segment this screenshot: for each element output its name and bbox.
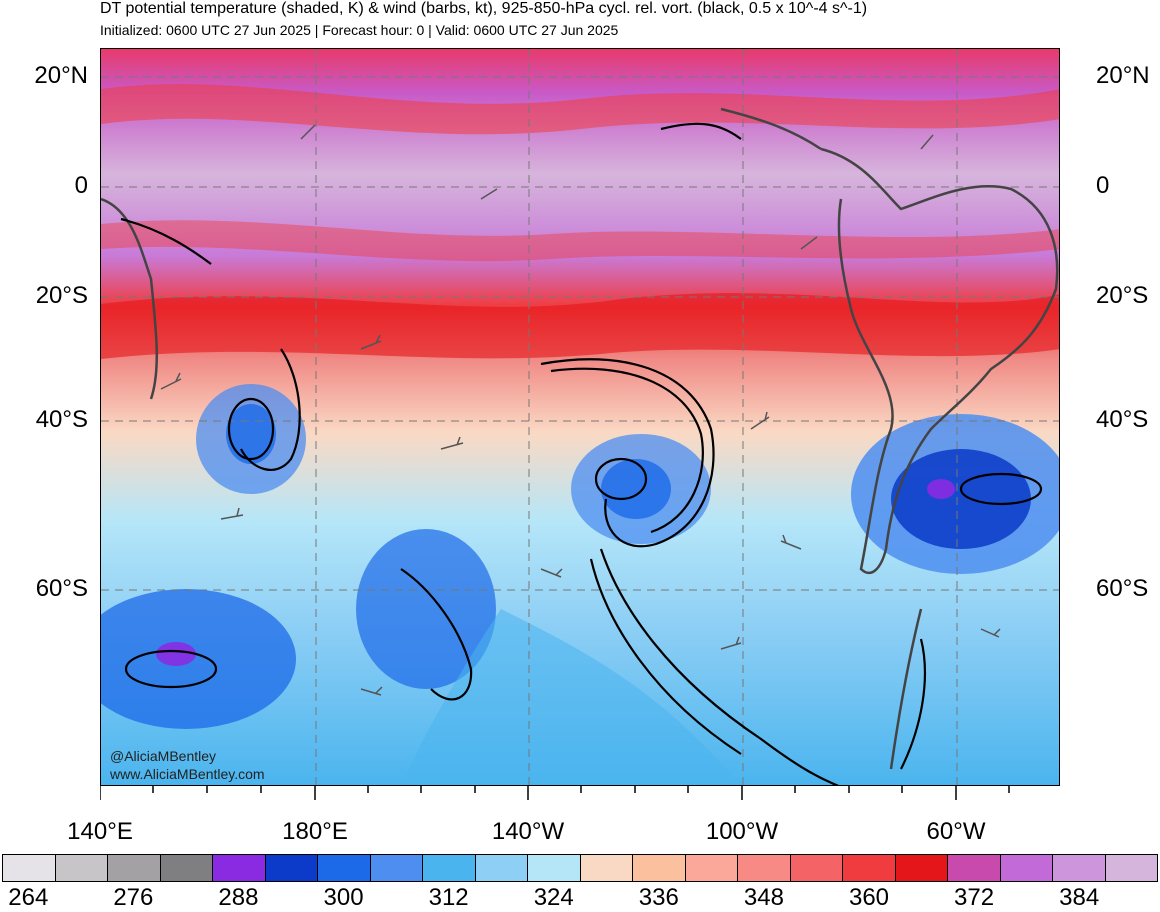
colorbar-label: 384	[1059, 884, 1100, 911]
colorbar-label: 264	[8, 884, 49, 911]
lat-label-right-40s: 40°S	[1096, 406, 1149, 433]
warm-band-north	[101, 84, 1059, 135]
colorbar-swatch	[738, 855, 791, 881]
colorbar-label: 276	[113, 884, 154, 911]
colorbar-swatch	[895, 855, 948, 881]
map-subtitle: Initialized: 0600 UTC 27 Jun 2025 | Fore…	[100, 22, 619, 38]
colorbar-swatch	[1105, 855, 1157, 881]
cold-tongue-south	[401, 609, 740, 785]
lon-label-60w: 60°W	[926, 818, 986, 845]
colorbar-swatch	[790, 855, 843, 881]
colorbar-label: 300	[323, 884, 364, 911]
graticule	[101, 49, 1059, 785]
map-graphic	[101, 49, 1059, 785]
cold-low-southwest	[101, 589, 296, 729]
lon-label-140w: 140°W	[491, 818, 565, 845]
cold-low-central-core	[601, 459, 671, 519]
cold-eddy-west-core	[226, 404, 276, 464]
coastlines	[101, 107, 1059, 770]
lat-label-left-20s: 20°S	[35, 282, 88, 309]
longitude-ticks	[100, 786, 1010, 800]
lat-label-left-60s: 60°S	[35, 575, 88, 602]
cold-low-east-core	[891, 449, 1031, 549]
lat-label-left-0: 0	[74, 172, 88, 199]
colorbar-label: 360	[848, 884, 890, 911]
lat-label-left-20n: 20°N	[34, 62, 88, 89]
colorbar-swatch	[318, 855, 371, 881]
colorbar-swatch	[55, 855, 108, 881]
warm-band-subtropical	[101, 220, 1059, 262]
lat-label-right-20n: 20°N	[1096, 62, 1150, 89]
colorbar-swatch	[685, 855, 738, 881]
colorbar-swatch	[423, 855, 476, 881]
colorbar-swatch	[108, 855, 161, 881]
wind-barbs	[160, 124, 1001, 696]
warm-band-south	[101, 293, 1059, 359]
cold-low-east-center	[927, 479, 955, 499]
colorbar-label: 336	[638, 884, 679, 911]
colorbar-swatch	[1053, 855, 1106, 881]
colorbar-swatch	[843, 855, 896, 881]
colorbar-swatch	[475, 855, 528, 881]
colorbar-swatch	[580, 855, 633, 881]
credit-handle: @AliciaMBentley	[110, 748, 217, 764]
cold-low-south-central	[356, 529, 496, 689]
lon-label-100w: 100°W	[705, 818, 779, 845]
cold-low-southwest-center	[156, 642, 196, 666]
colorbar-label: 312	[428, 884, 469, 911]
colorbar-swatch	[265, 855, 318, 881]
map-title: DT potential temperature (shaded, K) & w…	[100, 0, 868, 17]
colorbar-label: 348	[743, 884, 784, 911]
colorbar-swatch	[948, 855, 1001, 881]
colorbar-swatch	[528, 855, 581, 881]
colorbar-swatch	[370, 855, 423, 881]
lat-label-right-0: 0	[1096, 172, 1110, 199]
colorbar-swatch	[213, 855, 266, 881]
vorticity-contours	[120, 122, 1043, 785]
colorbar-swatch	[1000, 855, 1053, 881]
colorbar-swatch	[3, 855, 56, 881]
colorbar-label: 288	[218, 884, 259, 911]
lat-label-right-20s: 20°S	[1096, 282, 1149, 309]
lon-label-180e: 180°E	[282, 818, 348, 845]
map-panel	[100, 48, 1060, 786]
colorbar-swatch	[633, 855, 686, 881]
colorbar-swatch	[160, 855, 213, 881]
lat-label-left-40s: 40°S	[35, 406, 88, 433]
colorbar-label: 372	[954, 884, 995, 911]
lon-label-140e: 140°E	[67, 818, 133, 845]
credit-url: www.AliciaMBentley.com	[110, 766, 265, 782]
lat-label-right-60s: 60°S	[1096, 575, 1149, 602]
colorbar-label: 324	[533, 884, 574, 911]
colorbar	[2, 854, 1158, 882]
